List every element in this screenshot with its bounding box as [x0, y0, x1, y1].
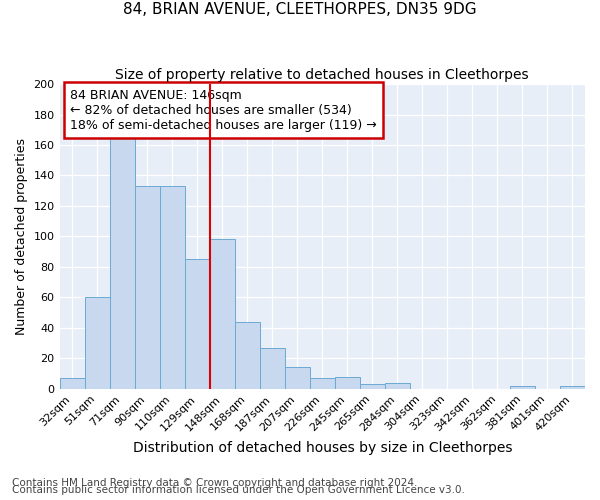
- Bar: [185, 260, 209, 389]
- Bar: [235, 322, 260, 389]
- Bar: [85, 298, 110, 389]
- Y-axis label: Number of detached properties: Number of detached properties: [15, 138, 28, 335]
- Bar: [510, 386, 535, 389]
- Bar: [160, 186, 185, 389]
- Bar: [110, 138, 134, 389]
- X-axis label: Distribution of detached houses by size in Cleethorpes: Distribution of detached houses by size …: [133, 441, 512, 455]
- Bar: [285, 368, 310, 389]
- Bar: [134, 186, 160, 389]
- Bar: [260, 348, 285, 389]
- Bar: [360, 384, 385, 389]
- Bar: [335, 376, 360, 389]
- Text: Contains HM Land Registry data © Crown copyright and database right 2024.: Contains HM Land Registry data © Crown c…: [12, 478, 418, 488]
- Text: 84 BRIAN AVENUE: 146sqm
← 82% of detached houses are smaller (534)
18% of semi-d: 84 BRIAN AVENUE: 146sqm ← 82% of detache…: [70, 88, 377, 132]
- Bar: [310, 378, 335, 389]
- Text: 84, BRIAN AVENUE, CLEETHORPES, DN35 9DG: 84, BRIAN AVENUE, CLEETHORPES, DN35 9DG: [123, 2, 477, 18]
- Title: Size of property relative to detached houses in Cleethorpes: Size of property relative to detached ho…: [115, 68, 529, 82]
- Bar: [59, 378, 85, 389]
- Text: Contains public sector information licensed under the Open Government Licence v3: Contains public sector information licen…: [12, 485, 465, 495]
- Bar: [209, 240, 235, 389]
- Bar: [385, 382, 410, 389]
- Bar: [560, 386, 585, 389]
